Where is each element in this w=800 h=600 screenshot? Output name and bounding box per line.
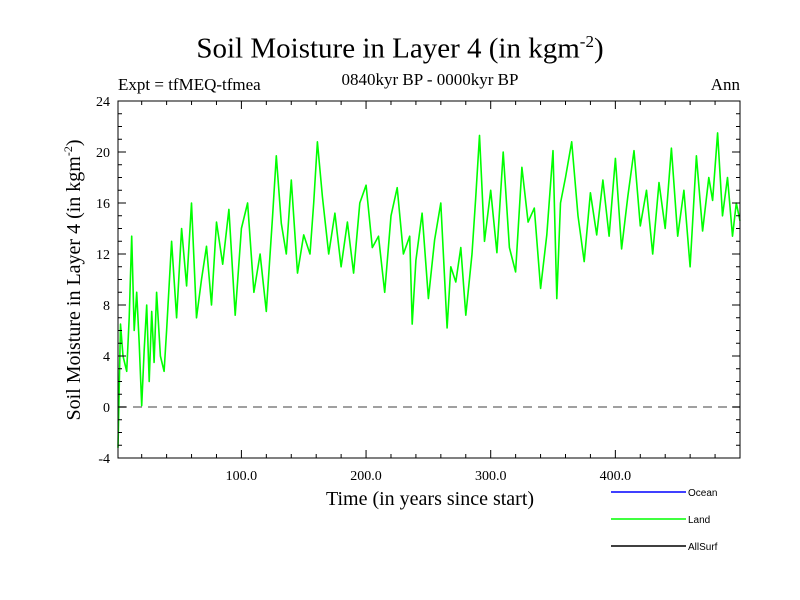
y-tick-label: 16 <box>96 197 110 212</box>
x-tick-label: 200.0 <box>350 469 382 484</box>
legend-label-allsurf: AllSurf <box>688 542 718 553</box>
land-series-line <box>117 132 741 448</box>
y-tick-label: 8 <box>103 299 110 314</box>
legend: Ocean Land AllSurf <box>611 488 718 553</box>
x-tick-label: 300.0 <box>475 469 507 484</box>
axes: -4 0 4 8 12 16 20 24 100.0 200.0 300.0 400.0 <box>96 95 741 484</box>
y-tick-label: 24 <box>96 95 110 110</box>
y-tick-label: 4 <box>103 350 110 365</box>
y-tick-label: 20 <box>96 146 110 161</box>
chart-title: Soil Moisture in Layer 4 (in kgm-2) <box>196 32 604 65</box>
x-axis-label: Time (in years since start) <box>326 488 534 510</box>
x-tick-label: 400.0 <box>600 469 632 484</box>
legend-label-land: Land <box>688 515 710 526</box>
y-tick-label: 0 <box>103 401 110 416</box>
period-label: 0840kyr BP - 0000kyr BP <box>341 70 519 89</box>
legend-label-ocean: Ocean <box>688 488 717 499</box>
plot-frame <box>117 100 741 459</box>
season-label: Ann <box>710 75 740 94</box>
y-tick-label: -4 <box>98 452 110 467</box>
y-axis-label: Soil Moisture in Layer 4 (in kgm-2) <box>61 139 85 420</box>
x-tick-label: 100.0 <box>226 469 258 484</box>
plot-area <box>117 132 741 448</box>
y-tick-label: 12 <box>96 248 110 263</box>
experiment-label: Expt = tfMEQ-tfmea <box>118 75 261 94</box>
